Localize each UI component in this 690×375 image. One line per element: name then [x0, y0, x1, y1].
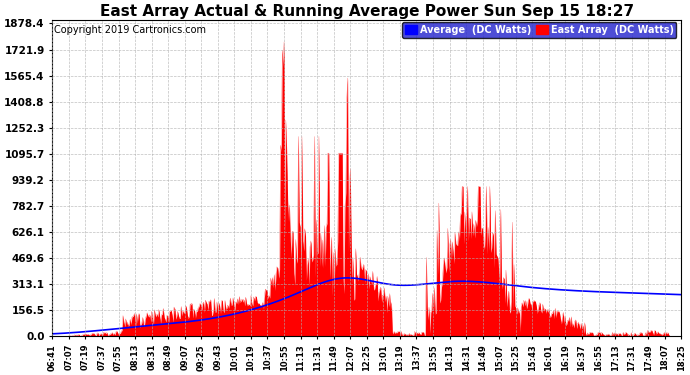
- Text: Copyright 2019 Cartronics.com: Copyright 2019 Cartronics.com: [54, 25, 206, 35]
- Title: East Array Actual & Running Average Power Sun Sep 15 18:27: East Array Actual & Running Average Powe…: [100, 4, 634, 19]
- Legend: Average  (DC Watts), East Array  (DC Watts): Average (DC Watts), East Array (DC Watts…: [402, 22, 676, 38]
